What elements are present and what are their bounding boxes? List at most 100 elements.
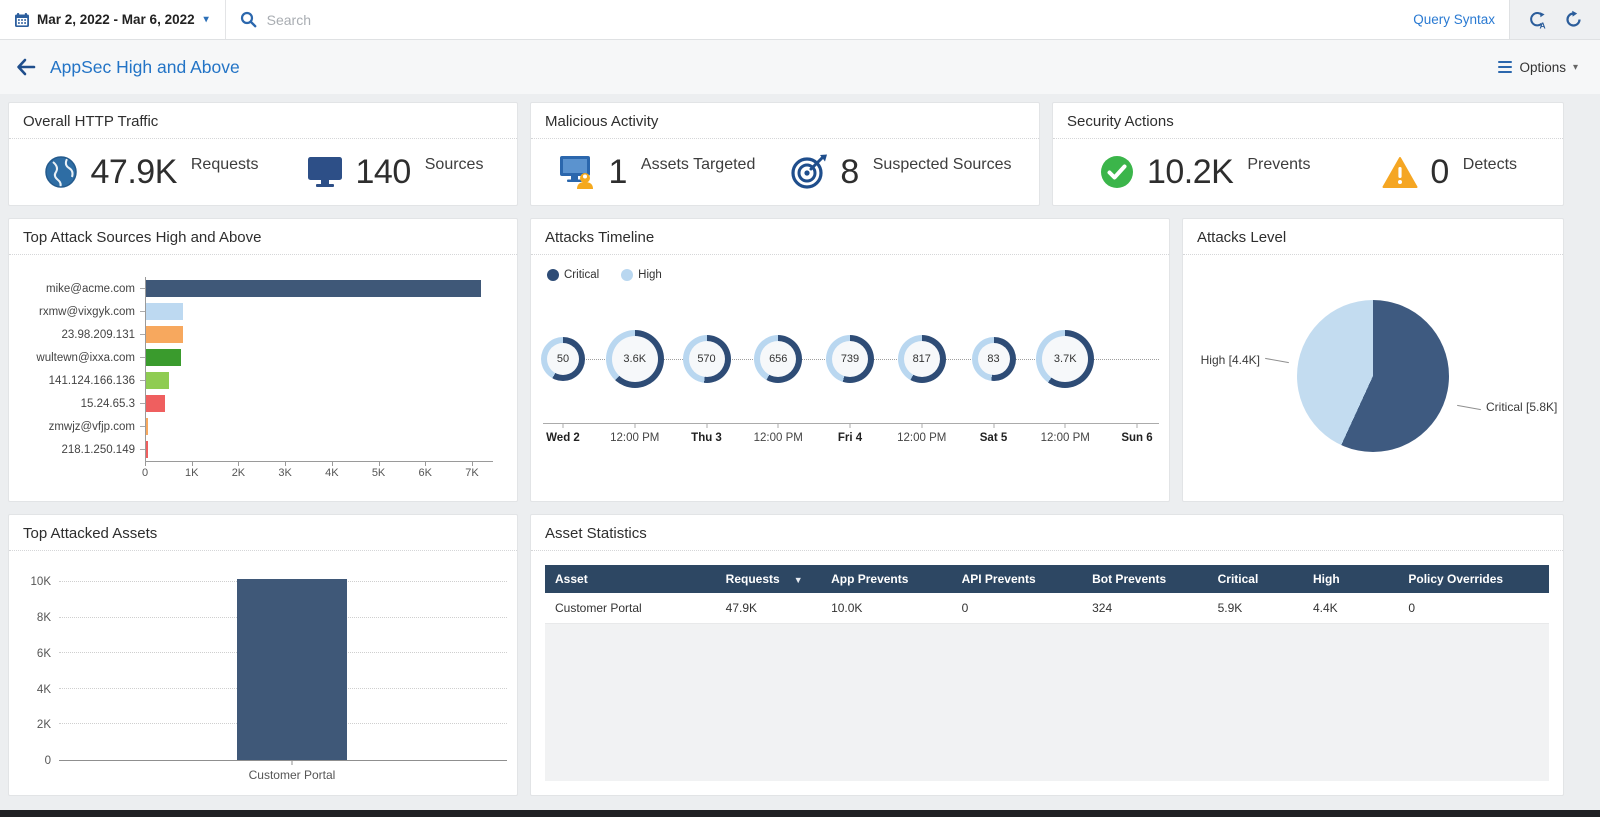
hbar-bar[interactable] — [146, 395, 165, 412]
hbar-bar[interactable] — [146, 441, 148, 458]
assets-targeted-label: Assets Targeted — [640, 156, 756, 173]
refresh-button[interactable] — [1559, 7, 1588, 32]
hbar-category-label: 23.98.209.131 — [15, 323, 145, 346]
card-attacks-timeline: Attacks Timeline Critical High 50 3.6K 570 65… — [530, 218, 1170, 502]
table-row[interactable]: Customer Portal 47.9K 10.0K 0 324 5.9K 4.4K 0 — [545, 593, 1549, 624]
axis-tick-label: 12:00 PM — [610, 432, 660, 444]
axis-tick — [331, 462, 333, 466]
axis-tick — [777, 423, 779, 428]
axis-tick-label: 12:00 PM — [753, 432, 803, 444]
stat-detects: 0 Detects — [1382, 153, 1517, 192]
timeline-donut[interactable]: 83 — [971, 337, 1016, 382]
axis-line — [543, 423, 1159, 424]
timeline-donut[interactable]: 50 — [541, 337, 585, 382]
date-range-picker[interactable]: Mar 2, 2022 - Mar 6, 2022 ▾ — [0, 0, 226, 39]
timeline-donut[interactable]: 570 — [682, 335, 731, 384]
axis-tick-label: 3K — [278, 467, 292, 479]
hbar-category-labels: mike@acme.com rxmw@vixgyk.com 23.98.209.13… — [15, 277, 145, 461]
legend-color-dot — [547, 269, 559, 281]
timeline-donut-value: 50 — [547, 343, 579, 376]
column-header-asset[interactable]: Asset — [545, 565, 716, 593]
hbar-bar[interactable] — [146, 303, 184, 320]
axis-tick — [238, 462, 240, 466]
table-cell: 47.9K — [715, 593, 822, 624]
column-header-critical[interactable]: Critical — [1207, 565, 1303, 593]
detects-value: 0 — [1430, 152, 1449, 191]
detects-label: Detects — [1462, 156, 1518, 173]
attacks-level-pie[interactable] — [1297, 299, 1449, 452]
svg-text:A: A — [1540, 20, 1546, 29]
back-button[interactable] — [16, 58, 36, 76]
search-input[interactable] — [266, 11, 1404, 28]
hbar-bar[interactable] — [146, 326, 183, 343]
globe-icon — [43, 154, 79, 190]
timeline-donut[interactable]: 739 — [826, 335, 874, 384]
hbar-row — [146, 369, 493, 392]
stat-assets-targeted: 1 Assets Targeted — [558, 153, 755, 192]
timeline-donut-value: 817 — [903, 341, 940, 378]
attacks-timeline-chart: Critical High 50 3.6K 570 656 739 817 83 3.7K Wed … — [531, 255, 1169, 451]
stat-suspected-sources: 8 Suspected Sources — [790, 153, 1012, 192]
column-header-requests[interactable]: Requests ▼ — [715, 565, 822, 593]
axis-tick — [706, 423, 707, 428]
vbar-bar[interactable] — [236, 578, 347, 760]
warning-triangle-icon — [1382, 156, 1418, 189]
page-header: AppSec High and Above Options ▾ — [0, 40, 1600, 94]
hbar-category-label: wultewn@ixxa.com — [15, 346, 145, 369]
stat-prevents: 10.2K Prevents — [1099, 152, 1311, 192]
axis-tick-label: 5K — [371, 467, 386, 479]
timeline-donut[interactable]: 817 — [897, 335, 946, 384]
vbar-y-labels: 10K 8K 6K 4K 2K 0 — [21, 569, 59, 767]
timeline-donut[interactable]: 3.6K — [605, 330, 664, 389]
axis-tick-label: 2K — [231, 467, 246, 479]
column-header-policy-overrides[interactable]: Policy Overrides — [1398, 565, 1549, 593]
column-header-bot-prevents[interactable]: Bot Prevents — [1082, 565, 1208, 593]
card-top-attacked-assets: Top Attacked Assets 10K 8K 6K 4K 2K 0 Customer… — [8, 514, 518, 796]
hbar-category-label: 15.24.65.3 — [15, 392, 145, 415]
axis-tick — [1136, 423, 1138, 428]
table-empty-area — [545, 624, 1549, 781]
search-box: Query Syntax — [225, 0, 1509, 39]
column-header-api-prevents[interactable]: API Prevents — [951, 565, 1083, 593]
hbar-bar[interactable] — [146, 349, 182, 366]
caret-down-icon: ▾ — [203, 14, 209, 25]
pie-label-high: High [4.4K] — [1201, 353, 1289, 367]
pie-label-critical: Critical [5.8K] — [1457, 400, 1557, 414]
axis-tick-label: 0 — [141, 467, 149, 479]
hbar-bar[interactable] — [146, 418, 149, 435]
axis-tick — [471, 462, 473, 466]
legend-color-dot — [621, 269, 634, 281]
hbar-bar[interactable] — [146, 372, 169, 389]
hbar-row — [146, 415, 493, 438]
table-cell: 324 — [1082, 593, 1208, 624]
hbar-row — [146, 438, 493, 461]
pie-leader-line — [1457, 404, 1481, 410]
asset-user-icon — [558, 154, 596, 190]
match-case-search-button[interactable]: A — [1522, 7, 1553, 33]
table-cell: 0 — [951, 593, 1083, 624]
top-bar: Mar 2, 2022 - Mar 6, 2022 ▾ Query Syntax… — [0, 0, 1600, 40]
axis-tick-label: 0 — [44, 755, 51, 767]
hbar-row — [146, 277, 493, 300]
axis-tick — [425, 462, 427, 466]
timeline-donut[interactable]: 3.7K — [1036, 330, 1095, 389]
assets-targeted-value: 1 — [608, 152, 627, 191]
query-syntax-link[interactable]: Query Syntax — [1413, 12, 1495, 27]
axis-tick-label: 1K — [184, 467, 199, 479]
prevents-label: Prevents — [1247, 156, 1311, 173]
table-head: Asset Requests ▼ App Prevents API Prevents Bo… — [545, 565, 1549, 593]
axis-tick — [849, 423, 851, 428]
hbar-row — [146, 323, 493, 346]
stat-sources: 140 Sources — [306, 152, 483, 192]
options-button[interactable]: Options ▾ — [1498, 60, 1578, 75]
prevents-value: 10.2K — [1146, 152, 1234, 191]
column-header-app-prevents[interactable]: App Prevents — [821, 565, 952, 593]
axis-tick-label: 7K — [465, 467, 479, 479]
timeline-donut[interactable]: 656 — [754, 335, 803, 384]
sources-value: 140 — [355, 152, 412, 191]
column-header-high[interactable]: High — [1302, 565, 1399, 593]
card-overall-http-traffic: Overall HTTP Traffic 47.9K Requests — [8, 102, 518, 206]
card-title: Asset Statistics — [531, 515, 1563, 551]
hbar-bar[interactable] — [146, 280, 482, 297]
axis-tick-label: 4K — [36, 683, 51, 696]
